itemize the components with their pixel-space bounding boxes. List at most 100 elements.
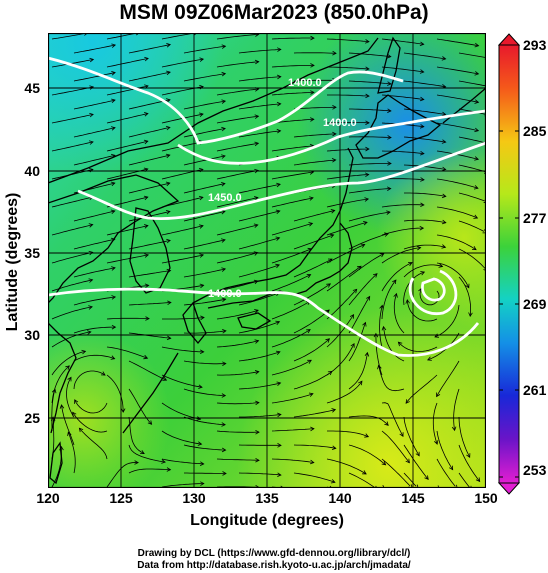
streamline-arrow (420, 177, 425, 182)
streamline (238, 183, 281, 194)
streamline (381, 279, 397, 320)
streamline (216, 197, 258, 208)
streamline-arrow (362, 470, 367, 475)
streamline-arrow (143, 354, 149, 360)
streamline-arrow (166, 70, 171, 76)
streamline (348, 163, 391, 166)
streamline (216, 61, 259, 68)
x-tick-label: 135 (255, 490, 279, 506)
streamline (73, 44, 116, 54)
streamline (436, 360, 460, 397)
streamline-arrow (310, 35, 315, 41)
streamline-arrow (441, 111, 447, 117)
contour-label: 1400.0 (208, 288, 242, 300)
x-tick-label: 145 (401, 490, 425, 506)
streamline (348, 296, 371, 334)
streamline (271, 171, 314, 180)
streamline-arrow (196, 416, 202, 421)
streamline-arrow (483, 269, 486, 271)
streamline-arrow (74, 399, 79, 404)
streamline-arrow (167, 300, 172, 306)
streamline (238, 321, 280, 334)
streamline-arrow (200, 481, 205, 486)
streamline (106, 140, 148, 152)
streamline (73, 267, 116, 278)
streamline-arrow (438, 263, 444, 268)
streamline (238, 264, 280, 278)
streamline-arrow (365, 39, 370, 44)
streamline (381, 262, 413, 292)
streamline-arrow (166, 238, 171, 244)
streamline-arrow (474, 156, 480, 161)
streamline-arrow (441, 219, 447, 225)
streamline (106, 374, 124, 413)
streamline (238, 351, 281, 362)
streamline (326, 314, 354, 348)
streamline (271, 428, 314, 432)
streamline-arrow (465, 283, 470, 289)
streamline (293, 309, 330, 334)
streamline (405, 374, 438, 404)
streamline-arrow (332, 50, 337, 56)
streamline (293, 106, 336, 110)
streamline-arrow (254, 339, 260, 344)
streamline (238, 103, 281, 110)
streamline (216, 170, 259, 180)
streamline-arrow (415, 451, 420, 457)
streamline (106, 317, 150, 320)
streamline-arrow (326, 283, 332, 288)
streamline (436, 458, 456, 487)
streamline-arrow (221, 422, 226, 427)
streamline (403, 416, 420, 456)
streamline-arrow (88, 305, 93, 310)
streamline (271, 248, 312, 264)
streamline-arrow (373, 273, 378, 278)
streamline (161, 374, 203, 388)
streamline-arrow (88, 278, 94, 283)
streamline-arrow (325, 309, 330, 314)
streamline (216, 252, 258, 264)
streamline-arrow (254, 309, 259, 314)
streamline (128, 182, 170, 194)
streamline-arrow (81, 349, 87, 355)
streamline-arrow (365, 93, 370, 99)
streamline-arrow (307, 359, 312, 364)
streamline-arrow (221, 44, 227, 49)
streamline-arrow (332, 131, 337, 137)
streamline (183, 268, 226, 278)
streamline (271, 145, 314, 152)
streamline (348, 352, 368, 390)
streamline-arrow (325, 338, 331, 343)
streamline (79, 427, 108, 460)
y-axis-label: Latitude (degrees) (4, 192, 21, 332)
streamline (183, 155, 226, 166)
streamline-arrow (277, 472, 282, 477)
streamline-arrow (120, 408, 126, 413)
streamline-arrow (379, 304, 384, 310)
streamline-arrow (59, 404, 65, 409)
streamline-arrow (277, 443, 282, 448)
streamline (216, 430, 259, 433)
streamline-arrow (350, 342, 355, 348)
streamline-arrow (358, 380, 363, 386)
streamline-arrow (143, 195, 149, 201)
streamline (326, 265, 362, 292)
streamline-arrow (405, 458, 410, 464)
streamline (404, 192, 446, 197)
streamline-arrow (165, 98, 171, 103)
streamline (293, 159, 336, 166)
streamline-arrow (419, 69, 425, 74)
streamline (271, 37, 315, 40)
streamline (403, 444, 429, 480)
streamline (128, 360, 167, 381)
streamline-arrow (474, 99, 480, 104)
streamline (128, 302, 171, 306)
streamline-arrow (255, 400, 260, 406)
streamline (67, 431, 76, 474)
streamline-arrow (110, 181, 116, 187)
streamline (381, 227, 424, 236)
streamline (383, 326, 405, 362)
streamline (434, 304, 460, 338)
streamline (378, 365, 405, 392)
streamline-arrow (330, 209, 336, 214)
